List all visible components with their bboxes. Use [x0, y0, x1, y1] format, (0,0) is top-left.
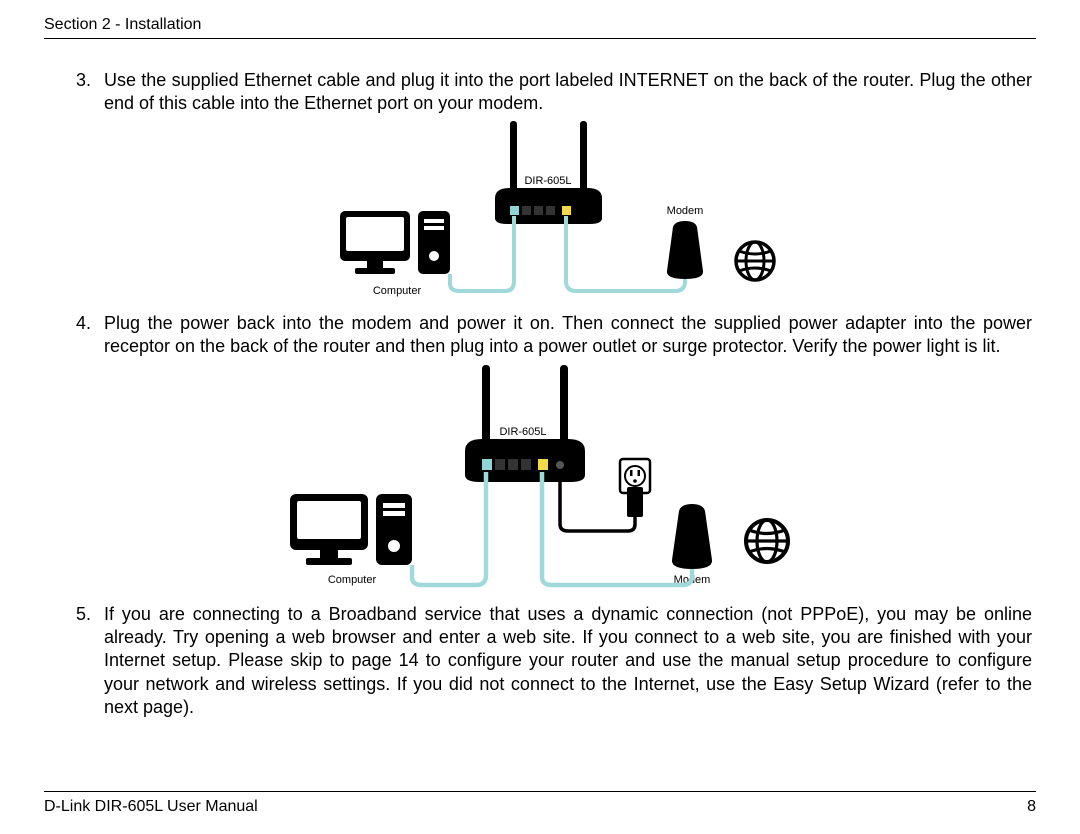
step-5-text: If you are connecting to a Broadband ser…	[104, 603, 1032, 720]
diagram-2-wrap: Computer DIR-605L	[44, 359, 1036, 599]
page-header: Section 2 - Installation	[44, 16, 1036, 39]
router-label-1: DIR-605L	[524, 175, 571, 187]
step-3: 3. Use the supplied Ethernet cable and p…	[76, 69, 1032, 116]
lan-cable-2	[412, 472, 486, 585]
modem-icon-2	[672, 504, 712, 569]
lan-port	[510, 206, 519, 215]
computer-icon-2	[290, 494, 412, 565]
modem-icon	[667, 221, 703, 279]
step-4-number: 4.	[76, 312, 104, 359]
computer-label-1: Computer	[373, 285, 422, 297]
wan-port	[562, 206, 571, 215]
lan-cable-1	[450, 216, 514, 291]
modem-label-1: Modem	[667, 205, 704, 217]
computer-label-2: Computer	[328, 574, 377, 586]
diagram-1-wrap: Computer DIR-605L Modem	[44, 116, 1036, 306]
power-outlet-icon	[620, 459, 650, 517]
step-4-text: Plug the power back into the modem and p…	[104, 312, 1032, 359]
globe-icon	[736, 242, 774, 280]
router-icon	[495, 121, 602, 224]
footer-page: 8	[1027, 798, 1036, 816]
step-5-number: 5.	[76, 603, 104, 720]
step-4: 4. Plug the power back into the modem an…	[76, 312, 1032, 359]
page: Section 2 - Installation 3. Use the supp…	[0, 0, 1080, 834]
diagram-2: Computer DIR-605L	[270, 359, 810, 599]
globe-icon-2	[746, 520, 788, 562]
header-text: Section 2 - Installation	[44, 16, 201, 33]
wan-cable-2	[542, 472, 692, 585]
wan-cable-1	[566, 216, 685, 291]
router-label-2: DIR-605L	[499, 426, 546, 438]
computer-icon	[340, 211, 450, 274]
step-3-text: Use the supplied Ethernet cable and plug…	[104, 69, 1032, 116]
step-5: 5. If you are connecting to a Broadband …	[76, 603, 1032, 720]
step-3-number: 3.	[76, 69, 104, 116]
router-icon-2	[465, 365, 585, 482]
footer-manual: D-Link DIR-605L User Manual	[44, 798, 258, 816]
diagram-1: Computer DIR-605L Modem	[300, 116, 780, 306]
page-footer: D-Link DIR-605L User Manual 8	[44, 791, 1036, 816]
